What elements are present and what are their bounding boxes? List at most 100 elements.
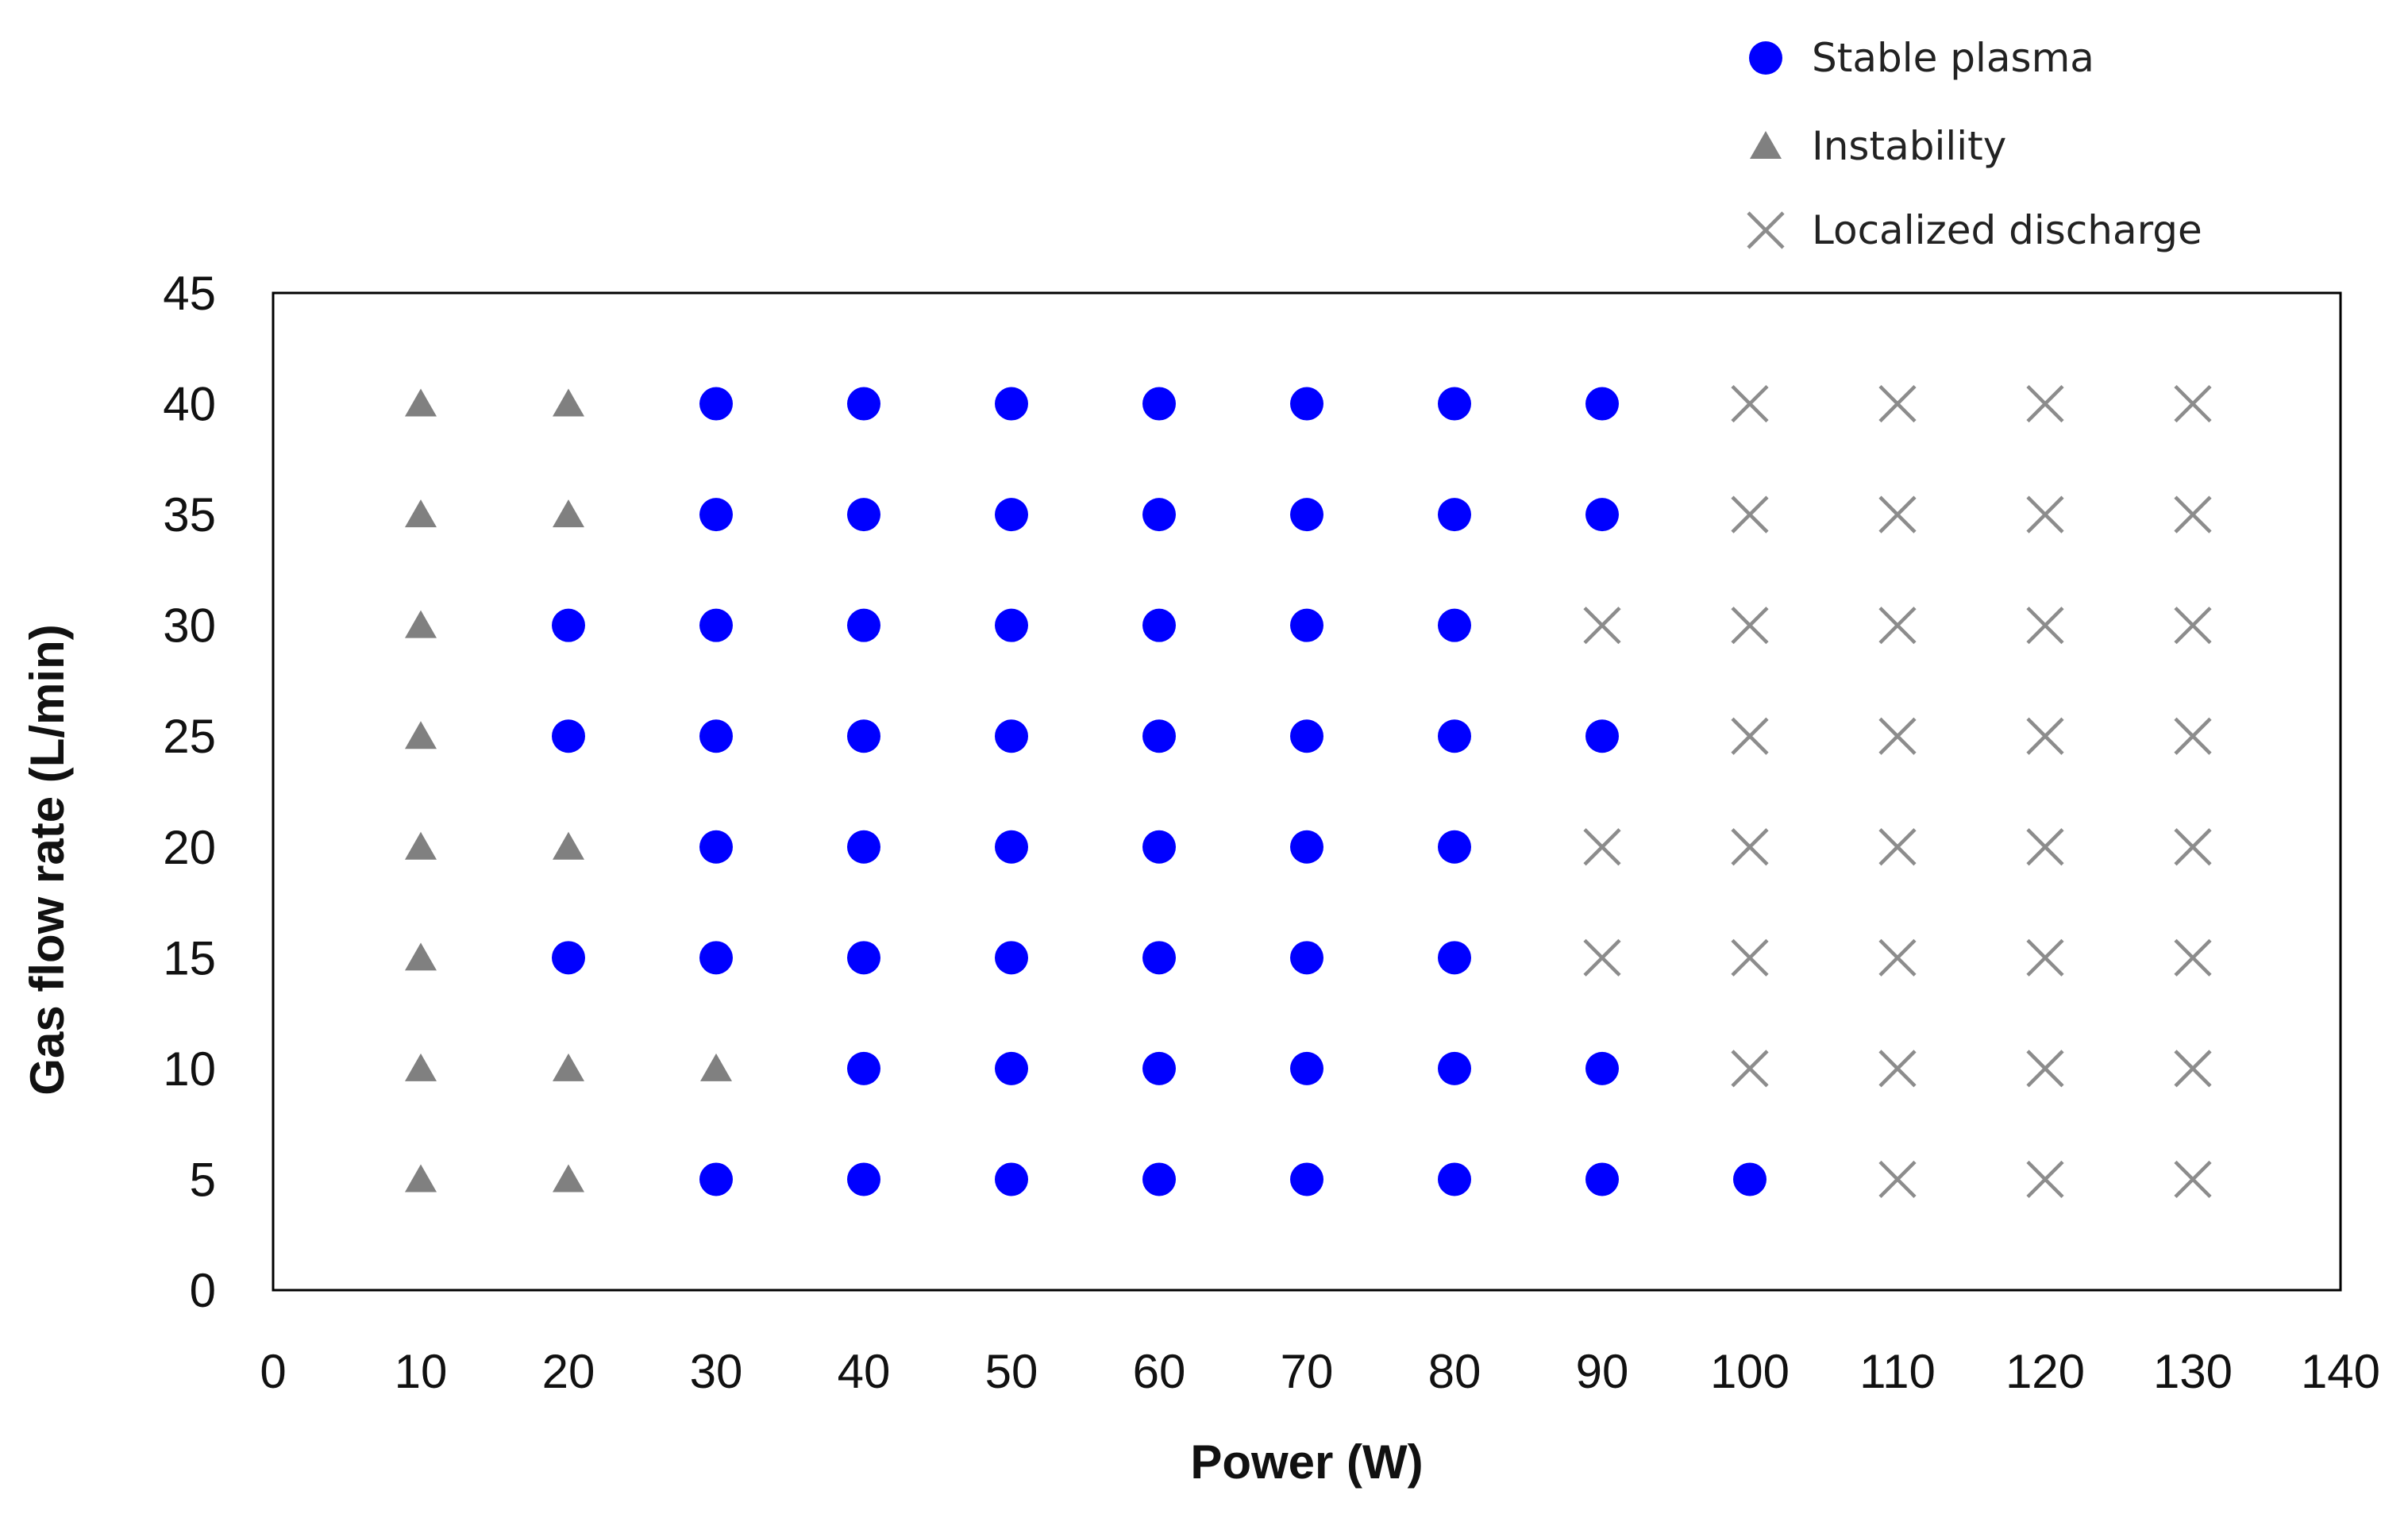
x-tick-label: 140 (2301, 1345, 2380, 1398)
y-tick-label: 25 (163, 710, 216, 763)
localized-discharge-point (1731, 828, 1769, 866)
localized-discharge-point (1878, 384, 1917, 423)
localized-discharge-point (2174, 607, 2212, 645)
localized-discharge-point (1731, 1050, 1769, 1088)
stable-plasma-point (1733, 1162, 1767, 1196)
localized-discharge-point (2026, 607, 2064, 645)
localized-discharge-point (1731, 938, 1769, 977)
localized-discharge-point (1878, 607, 1917, 645)
stable-plasma-point (1142, 719, 1176, 753)
legend: Stable plasma Instability Localized discha… (1747, 35, 2202, 253)
localized-discharge-point (2174, 717, 2212, 755)
instability-point (405, 1053, 437, 1081)
stable-plasma-point (1585, 1051, 1619, 1085)
y-tick-label: 0 (190, 1264, 216, 1317)
stable-plasma-point (995, 387, 1028, 421)
y-tick-label: 40 (163, 378, 216, 431)
stable-plasma-point (1290, 387, 1323, 421)
stable-plasma-point (1438, 1162, 1471, 1196)
legend-stable-plasma-icon (1749, 41, 1782, 75)
localized-discharge-point (2026, 384, 2064, 423)
localized-discharge-point (2026, 828, 2064, 866)
stable-plasma-point (552, 608, 585, 642)
localized-discharge-point (2174, 938, 2212, 977)
y-tick-label: 20 (163, 821, 216, 874)
y-tick-label: 10 (163, 1042, 216, 1096)
stable-plasma-point (699, 387, 733, 421)
legend-entry: Stable plasma (1812, 35, 2094, 81)
stable-plasma-point (552, 719, 585, 753)
localized-discharge-point (2026, 1050, 2064, 1088)
stable-plasma-point (1290, 498, 1323, 532)
instability-point (405, 942, 437, 971)
stable-plasma-point (1290, 608, 1323, 642)
x-tick-label: 50 (985, 1345, 1038, 1398)
stable-plasma-point (1290, 1051, 1323, 1085)
y-tick-label: 5 (190, 1153, 216, 1206)
legend-localized-discharge-icon (1747, 211, 1785, 249)
stable-plasma-point (847, 1162, 880, 1196)
stable-plasma-point (1585, 719, 1619, 753)
localized-discharge-point (2174, 1160, 2212, 1199)
stable-plasma-point (1585, 1162, 1619, 1196)
legend-entry: Localized discharge (1812, 207, 2202, 253)
stable-plasma-point (1142, 608, 1176, 642)
stable-plasma-point (1142, 830, 1176, 864)
instability-point (553, 1053, 584, 1081)
stable-plasma-point (1290, 830, 1323, 864)
legend-instability-icon (1750, 131, 1782, 159)
x-tick-label: 130 (2153, 1345, 2233, 1398)
y-tick-label: 30 (163, 599, 216, 653)
stable-plasma-point (995, 608, 1028, 642)
stable-plasma-point (1438, 1051, 1471, 1085)
stable-plasma-point (1142, 1051, 1176, 1085)
localized-discharge-point (1731, 607, 1769, 645)
localized-discharge-point (2026, 495, 2064, 534)
stable-plasma-point (847, 719, 880, 753)
localized-discharge-point (2026, 938, 2064, 977)
plot-area (272, 291, 2342, 1292)
localized-discharge-point (1731, 495, 1769, 534)
localized-discharge-point (1878, 828, 1917, 866)
x-tick-label: 90 (1576, 1345, 1629, 1398)
stable-plasma-point (1438, 387, 1471, 421)
localized-discharge-point (1731, 384, 1769, 423)
stable-plasma-point (847, 830, 880, 864)
instability-point (700, 1053, 732, 1081)
stable-plasma-point (699, 1162, 733, 1196)
stable-plasma-point (847, 1051, 880, 1085)
stable-plasma-point (1585, 498, 1619, 532)
stable-plasma-point (995, 498, 1028, 532)
stable-plasma-point (699, 830, 733, 864)
stable-plasma-point (699, 498, 733, 532)
stable-plasma-point (1438, 830, 1471, 864)
instability-point (553, 831, 584, 860)
x-tick-label: 110 (1859, 1345, 1936, 1398)
localized-discharge-point (2026, 717, 2064, 755)
stable-plasma-point (847, 387, 880, 421)
stable-plasma-point (1438, 719, 1471, 753)
x-tick-label: 80 (1428, 1345, 1481, 1398)
stable-plasma-point (1585, 387, 1619, 421)
localized-discharge-point (2026, 1160, 2064, 1199)
localized-discharge-point (2174, 384, 2212, 423)
stable-plasma-point (995, 719, 1028, 753)
x-tick-label: 40 (838, 1345, 891, 1398)
x-tick-label: 0 (260, 1345, 286, 1398)
stable-plasma-point (1290, 719, 1323, 753)
stable-plasma-point (1438, 608, 1471, 642)
instability-point (405, 1164, 437, 1192)
stable-plasma-point (1142, 498, 1176, 532)
localized-discharge-point (1878, 717, 1917, 755)
localized-discharge-point (1878, 1160, 1917, 1199)
x-tick-label: 30 (690, 1345, 743, 1398)
localized-discharge-point (2174, 1050, 2212, 1088)
localized-discharge-point (1583, 938, 1621, 977)
localized-discharge-point (1878, 1050, 1917, 1088)
stable-plasma-point (1290, 1162, 1323, 1196)
localized-discharge-point (2174, 828, 2212, 866)
instability-point (553, 388, 584, 417)
stable-plasma-point (699, 608, 733, 642)
stable-plasma-point (699, 719, 733, 753)
x-tick-label: 10 (395, 1345, 448, 1398)
